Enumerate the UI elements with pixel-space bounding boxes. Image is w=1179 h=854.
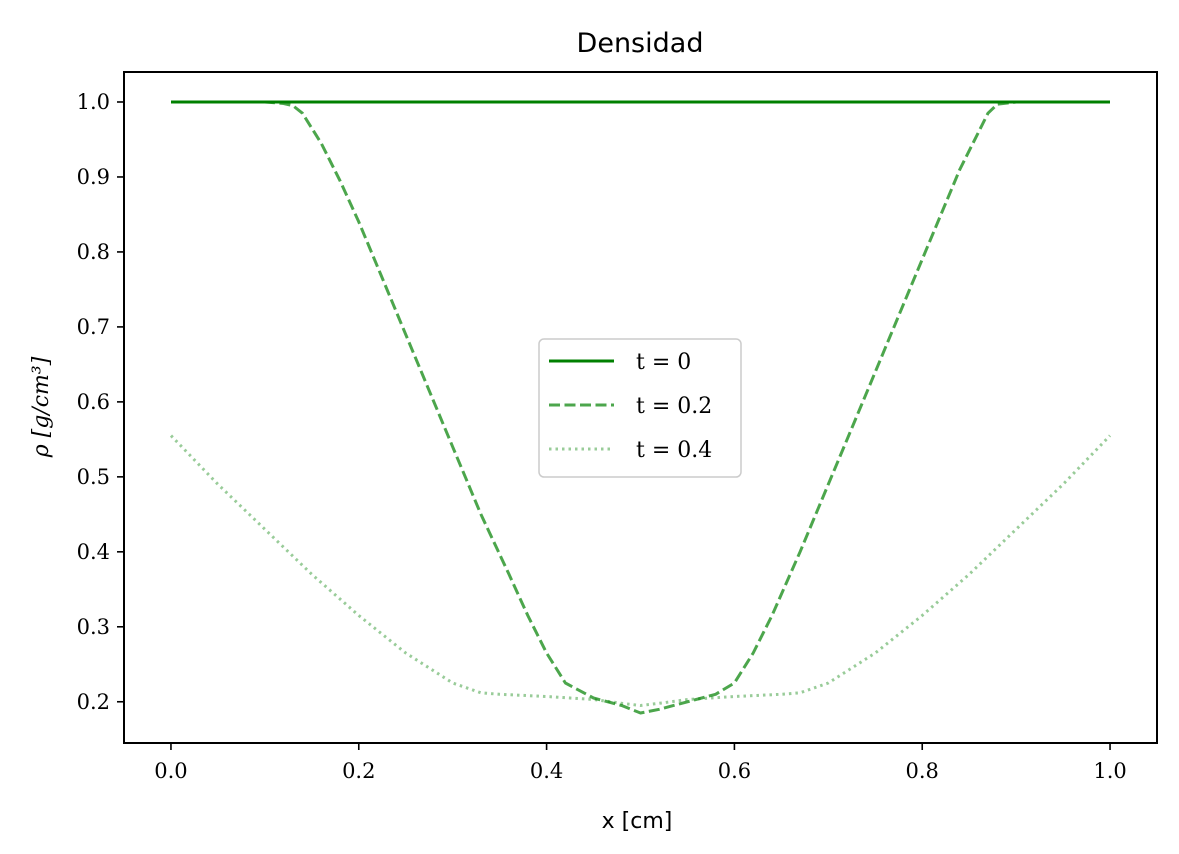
y-axis-ticks: 0.2 0.3 0.4 0.5 0.6 0.7 0.8 0.9 1.0 [77, 90, 124, 714]
y-tick-label: 1.0 [77, 90, 110, 114]
legend-label-0: t = 0 [636, 350, 691, 375]
legend: t = 0 t = 0.2 t = 0.4 [538, 338, 742, 478]
y-tick-label: 0.8 [77, 240, 110, 264]
x-tick-label: 0.2 [342, 759, 375, 783]
y-tick-label: 0.2 [77, 690, 110, 714]
y-tick-label: 0.5 [77, 465, 110, 489]
legend-label-1: t = 0.2 [636, 394, 712, 419]
legend-box [538, 338, 742, 478]
y-axis-label: ρ [g/cm³] [29, 356, 54, 458]
x-tick-label: 0.0 [154, 759, 187, 783]
y-tick-label: 0.9 [77, 165, 110, 189]
y-tick-label: 0.4 [77, 540, 110, 564]
chart-title: Densidad [577, 28, 704, 59]
series-line-1 [171, 100, 1110, 715]
plot-frame [123, 71, 1158, 744]
y-tick-label: 0.7 [77, 315, 110, 339]
x-axis-ticks: 0.0 0.2 0.4 0.6 0.8 1.0 [154, 743, 1127, 783]
x-tick-label: 1.0 [1093, 759, 1126, 783]
x-axis-label: x [cm] [602, 809, 673, 834]
x-tick-label: 0.8 [906, 759, 939, 783]
series-line-2 [169, 434, 1112, 707]
x-tick-label: 0.6 [718, 759, 751, 783]
plot-lines [169, 100, 1112, 715]
y-tick-label: 0.6 [77, 390, 110, 414]
legend-label-2: t = 0.4 [636, 438, 712, 463]
x-tick-label: 0.4 [530, 759, 563, 783]
y-tick-label: 0.3 [77, 615, 110, 639]
